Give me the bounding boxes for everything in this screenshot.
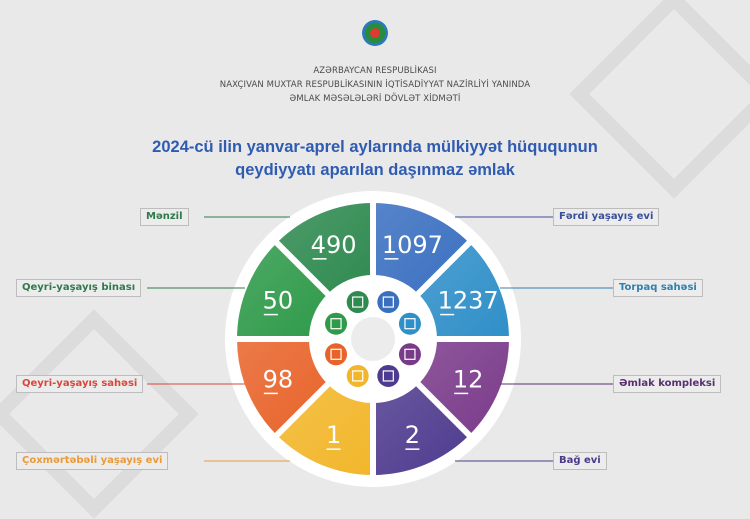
category-label: Çoxmərtəbəli yaşayış evi <box>16 452 169 470</box>
office-buildings-icon-glyph <box>330 318 342 330</box>
segment-value: 98 <box>263 365 294 393</box>
category-label: Fərdi yaşayış evi <box>553 208 660 226</box>
wheel-center <box>351 317 395 361</box>
garden-house-icon-glyph <box>382 370 394 382</box>
segment-value: 12 <box>453 365 484 393</box>
floor-area-icon <box>325 343 348 366</box>
category-label: Qeyri-yaşayış binası <box>16 279 142 297</box>
segment-value: 50 <box>263 287 294 315</box>
segment-value: 1237 <box>438 287 499 315</box>
category-label: Mənzil <box>140 208 189 226</box>
garden-house-icon <box>377 364 400 387</box>
apartment-building-icon-glyph <box>352 370 364 382</box>
land-plot-icon-glyph <box>404 318 416 330</box>
segment-value: 490 <box>311 231 357 259</box>
factory-complex-icon-glyph <box>404 348 416 360</box>
apartment-icon <box>346 291 369 314</box>
header-line-2: NAXÇIVAN MUXTAR RESPUBLİKASININ İQTİSADİ… <box>219 80 531 90</box>
segment-value: 1 <box>326 421 341 449</box>
land-plot-icon <box>398 312 421 335</box>
category-label: Qeyri-yaşayış sahəsi <box>16 375 144 393</box>
category-label: Torpaq sahəsi <box>613 279 703 297</box>
office-buildings-icon <box>325 312 348 335</box>
house-icon-glyph <box>382 296 394 308</box>
apartment-building-icon <box>346 364 369 387</box>
floor-area-icon-glyph <box>330 348 342 360</box>
state-emblem-icon <box>362 20 388 46</box>
wheel-segment <box>270 196 376 301</box>
title-line-2: qeydiyyatı aparılan daşınmaz əmlak <box>235 161 515 179</box>
apartment-icon-glyph <box>352 296 364 308</box>
segment-value: 1097 <box>382 231 443 259</box>
header-line-1: AZƏRBAYCAN RESPUBLİKASI <box>313 66 437 76</box>
category-label: Əmlak kompleksi <box>613 375 722 393</box>
factory-complex-icon <box>398 343 421 366</box>
category-label: Bağ evi <box>553 452 607 470</box>
house-icon <box>377 291 400 314</box>
segment-value: 2 <box>405 421 420 449</box>
header-line-3: ƏMLAK MƏSƏLƏLƏRİ DÖVLƏT XİDMƏTİ <box>289 94 461 104</box>
page-title: 2024-cü ilin yanvar-aprel aylarında mülk… <box>0 136 750 182</box>
title-line-1: 2024-cü ilin yanvar-aprel aylarında mülk… <box>152 138 598 156</box>
